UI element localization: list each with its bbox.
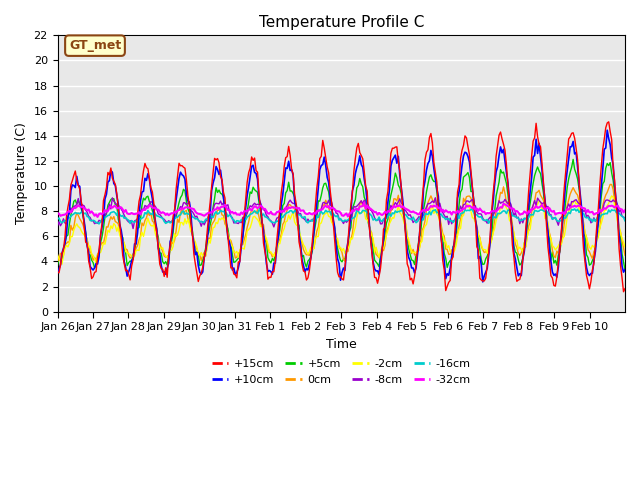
Title: Temperature Profile C: Temperature Profile C [259, 15, 424, 30]
X-axis label: Time: Time [326, 337, 356, 351]
Text: GT_met: GT_met [69, 39, 121, 52]
Legend: +15cm, +10cm, +5cm, 0cm, -2cm, -8cm, -16cm, -32cm: +15cm, +10cm, +5cm, 0cm, -2cm, -8cm, -16… [207, 355, 476, 389]
Y-axis label: Temperature (C): Temperature (C) [15, 122, 28, 225]
